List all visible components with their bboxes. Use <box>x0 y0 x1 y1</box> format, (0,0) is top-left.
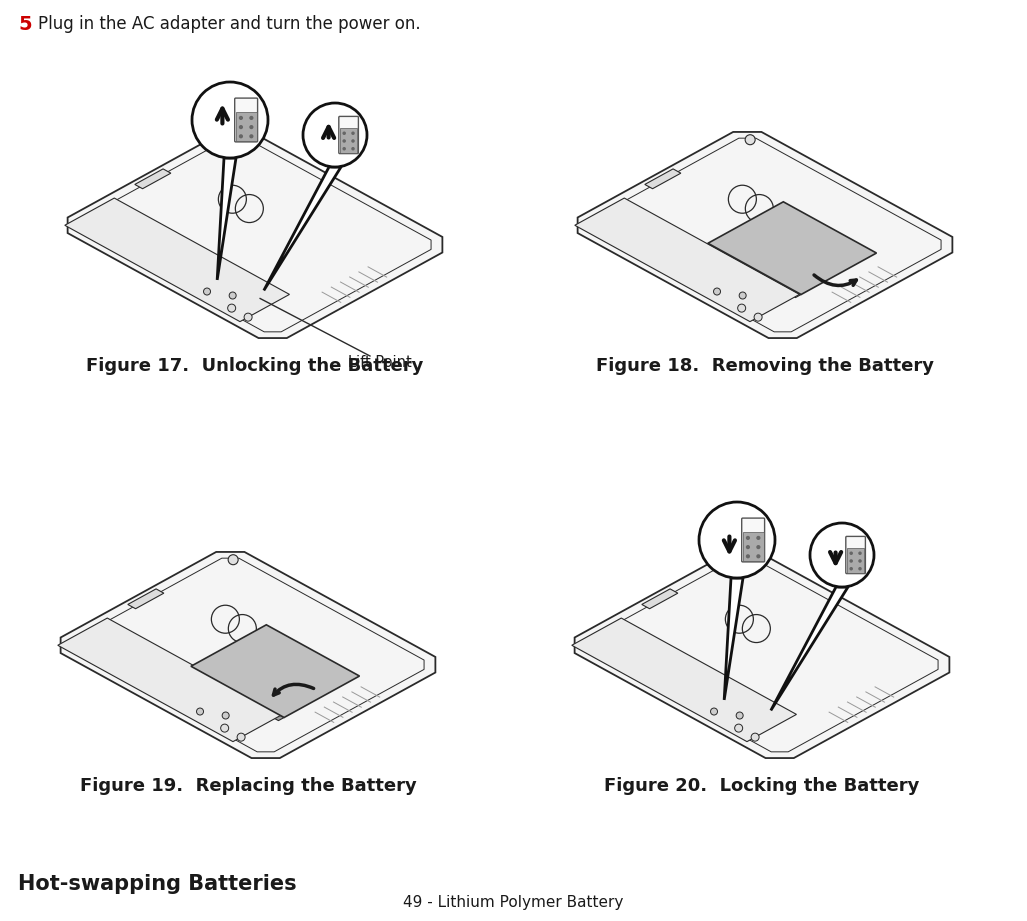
FancyBboxPatch shape <box>235 99 258 142</box>
Circle shape <box>228 554 238 565</box>
Polygon shape <box>264 167 341 290</box>
Circle shape <box>751 733 759 741</box>
Circle shape <box>239 134 243 138</box>
Polygon shape <box>58 618 282 741</box>
Circle shape <box>756 554 760 558</box>
Text: Figure 20.  Locking the Battery: Figure 20. Locking the Battery <box>604 776 920 795</box>
Circle shape <box>235 134 245 145</box>
Circle shape <box>351 132 354 135</box>
Circle shape <box>734 724 743 732</box>
Polygon shape <box>702 243 801 297</box>
Circle shape <box>849 552 853 555</box>
Circle shape <box>250 116 254 120</box>
Circle shape <box>746 554 750 558</box>
Circle shape <box>859 552 862 555</box>
Polygon shape <box>65 198 290 321</box>
FancyBboxPatch shape <box>236 111 257 141</box>
Circle shape <box>237 733 245 741</box>
Polygon shape <box>577 132 952 338</box>
Circle shape <box>849 559 853 563</box>
Polygon shape <box>724 578 743 700</box>
Circle shape <box>849 567 853 570</box>
FancyBboxPatch shape <box>741 519 764 562</box>
Text: Figure 18.  Removing the Battery: Figure 18. Removing the Battery <box>596 356 934 375</box>
Polygon shape <box>642 589 678 609</box>
Circle shape <box>342 139 346 143</box>
Circle shape <box>736 712 744 719</box>
Polygon shape <box>185 666 284 720</box>
Circle shape <box>746 545 750 549</box>
Text: Figure 19.  Replacing the Battery: Figure 19. Replacing the Battery <box>80 776 416 795</box>
Circle shape <box>756 545 760 549</box>
Circle shape <box>351 147 354 150</box>
Circle shape <box>239 116 243 120</box>
Text: Figure 17.  Unlocking the Battery: Figure 17. Unlocking the Battery <box>86 356 424 375</box>
Circle shape <box>239 125 243 129</box>
Polygon shape <box>708 202 876 295</box>
Circle shape <box>192 82 268 158</box>
FancyBboxPatch shape <box>846 536 866 574</box>
Polygon shape <box>575 552 949 758</box>
FancyBboxPatch shape <box>340 128 357 153</box>
Circle shape <box>222 712 229 719</box>
Circle shape <box>250 134 254 138</box>
Polygon shape <box>771 587 848 710</box>
Circle shape <box>342 147 346 150</box>
Polygon shape <box>645 169 681 189</box>
Circle shape <box>859 559 862 563</box>
Polygon shape <box>572 618 797 741</box>
FancyBboxPatch shape <box>743 531 764 561</box>
Text: Lift Point: Lift Point <box>348 355 412 370</box>
Circle shape <box>746 134 755 145</box>
FancyBboxPatch shape <box>847 548 865 573</box>
Text: 49 - Lithium Polymer Battery: 49 - Lithium Polymer Battery <box>403 895 623 910</box>
Circle shape <box>228 304 235 312</box>
Circle shape <box>342 132 346 135</box>
Circle shape <box>743 554 752 565</box>
Circle shape <box>221 724 229 732</box>
Circle shape <box>244 313 252 321</box>
Circle shape <box>739 292 747 299</box>
Circle shape <box>196 708 203 715</box>
Circle shape <box>714 288 721 295</box>
Circle shape <box>229 292 236 299</box>
Text: Plug in the AC adapter and turn the power on.: Plug in the AC adapter and turn the powe… <box>38 15 421 33</box>
Circle shape <box>737 304 746 312</box>
Circle shape <box>203 288 211 295</box>
Polygon shape <box>217 158 236 280</box>
Text: Hot-swapping Batteries: Hot-swapping Batteries <box>18 874 297 894</box>
Polygon shape <box>191 624 359 717</box>
Circle shape <box>810 523 874 587</box>
Circle shape <box>859 567 862 570</box>
Polygon shape <box>127 589 164 609</box>
FancyBboxPatch shape <box>339 116 358 154</box>
Circle shape <box>699 502 775 578</box>
Polygon shape <box>575 198 799 321</box>
Circle shape <box>351 139 354 143</box>
Text: 5: 5 <box>18 15 32 34</box>
Polygon shape <box>68 132 443 338</box>
Circle shape <box>756 536 760 540</box>
Circle shape <box>746 536 750 540</box>
Circle shape <box>303 103 367 167</box>
Circle shape <box>754 313 762 321</box>
Polygon shape <box>61 552 435 758</box>
Polygon shape <box>135 169 170 189</box>
Circle shape <box>711 708 718 715</box>
Circle shape <box>250 125 254 129</box>
